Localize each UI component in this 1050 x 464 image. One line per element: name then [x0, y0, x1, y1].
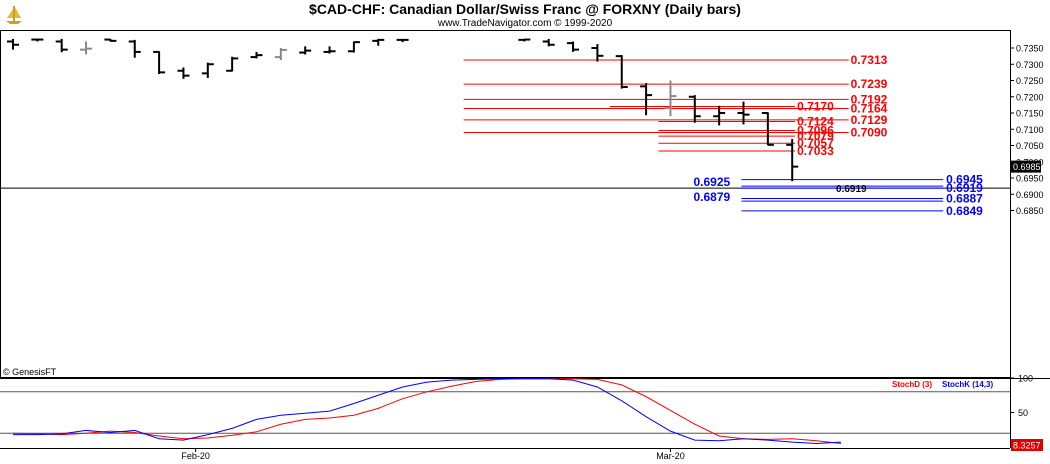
ohlc-bar — [737, 101, 750, 125]
time-axis-label: Mar-20 — [656, 451, 685, 461]
ohlc-bar — [688, 95, 701, 123]
price-axis-tick-label: 0.7250 — [1016, 76, 1044, 86]
stoch-axis-tick-label: 100 — [1018, 374, 1033, 384]
price-axis-tick-label: 0.6950 — [1016, 174, 1044, 184]
ohlc-bar — [615, 55, 628, 89]
price-axis-tick-label: 0.6900 — [1016, 190, 1044, 200]
ohlc-bar — [323, 46, 336, 54]
ohlc-bar — [226, 56, 239, 72]
ohlc-bar — [761, 112, 774, 146]
stoch-axis-tick-label: 50 — [1018, 408, 1028, 418]
ohlc-bar — [664, 80, 677, 117]
ohlc-bar — [396, 38, 409, 43]
ohlc-bar — [274, 48, 287, 61]
last-price-label: 0.6985 — [1013, 162, 1041, 172]
ohlc-bar — [518, 38, 531, 42]
price-axis-tick-label: 0.7350 — [1016, 44, 1044, 54]
watermark-label: © GenesisFT — [3, 367, 57, 377]
retracement-level-label: 0.7313 — [851, 53, 888, 67]
reference-line-label: 0.6919 — [836, 184, 867, 195]
retracement-level-label: 0.7090 — [851, 126, 888, 140]
stoch-d-line — [12, 378, 841, 445]
projection-level-label: 0.6919 — [946, 181, 983, 195]
chart-title: $CAD-CHF: Canadian Dollar/Swiss Franc @ … — [309, 1, 741, 17]
ohlc-bar — [128, 39, 141, 58]
retracement-level-label: 0.7057 — [797, 136, 834, 150]
ohlc-bar — [31, 38, 44, 42]
retracement-level-label: 0.7124 — [797, 114, 834, 128]
projection-level-label: 0.6887 — [946, 191, 983, 205]
retracement-level-label: 0.7170 — [797, 100, 834, 114]
ohlc-bar — [591, 44, 604, 62]
ohlc-bar — [347, 41, 360, 53]
last-price-box — [1011, 160, 1041, 173]
stoch-k-line — [13, 378, 841, 445]
retracement-level-label: 0.7164 — [851, 101, 888, 115]
price-axis-tick-label: 0.7200 — [1016, 92, 1044, 102]
ohlc-bar — [55, 38, 68, 53]
ohlc-bar — [7, 38, 19, 50]
stoch-last-value-box — [1011, 439, 1043, 451]
chart-subtitle: www.TradeNavigator.com © 1999-2020 — [437, 18, 613, 29]
ohlc-bar — [153, 50, 166, 74]
retracement-level-label: 0.7129 — [851, 113, 888, 127]
projection-level-label: 0.6925 — [694, 175, 731, 189]
projection-level-label: 0.6945 — [946, 173, 983, 187]
ohlc-bar — [640, 83, 653, 116]
ohlc-bar — [567, 41, 580, 52]
ohlc-bar — [104, 38, 117, 42]
projection-level-label: 0.6849 — [946, 204, 983, 218]
stoch-d-legend: StochD (3) — [892, 380, 932, 389]
ship-wheel-logo-icon — [6, 6, 22, 24]
ohlc-bar — [786, 139, 799, 182]
ohlc-bar — [201, 62, 214, 78]
retracement-level-label: 0.7096 — [797, 124, 834, 138]
ohlc-bar — [80, 41, 93, 55]
price-axis-tick-label: 0.7050 — [1016, 141, 1044, 151]
price-axis-tick-label: 0.6850 — [1016, 206, 1044, 216]
ohlc-bar — [542, 38, 555, 47]
stoch-k-legend: StochK (14,3) — [942, 380, 993, 389]
ohlc-bar — [177, 67, 190, 79]
projection-level-label: 0.6879 — [694, 190, 731, 204]
retracement-level-label: 0.7239 — [851, 77, 888, 91]
stoch-last-value-label: 8.3257 — [1013, 441, 1041, 451]
ohlc-bar — [372, 38, 385, 46]
retracement-level-label: 0.7192 — [851, 92, 888, 106]
ohlc-bar — [250, 51, 263, 59]
ohlc-bar — [299, 46, 312, 55]
price-axis-tick-label: 0.7150 — [1016, 109, 1044, 119]
retracement-level-label: 0.7033 — [797, 144, 834, 158]
price-axis-tick-label: 0.7300 — [1016, 60, 1044, 70]
retracement-level-label: 0.7079 — [797, 129, 834, 143]
ohlc-bar — [713, 105, 726, 126]
time-axis-label: Feb-20 — [181, 451, 210, 461]
price-axis-tick-label: 0.7100 — [1016, 125, 1044, 135]
